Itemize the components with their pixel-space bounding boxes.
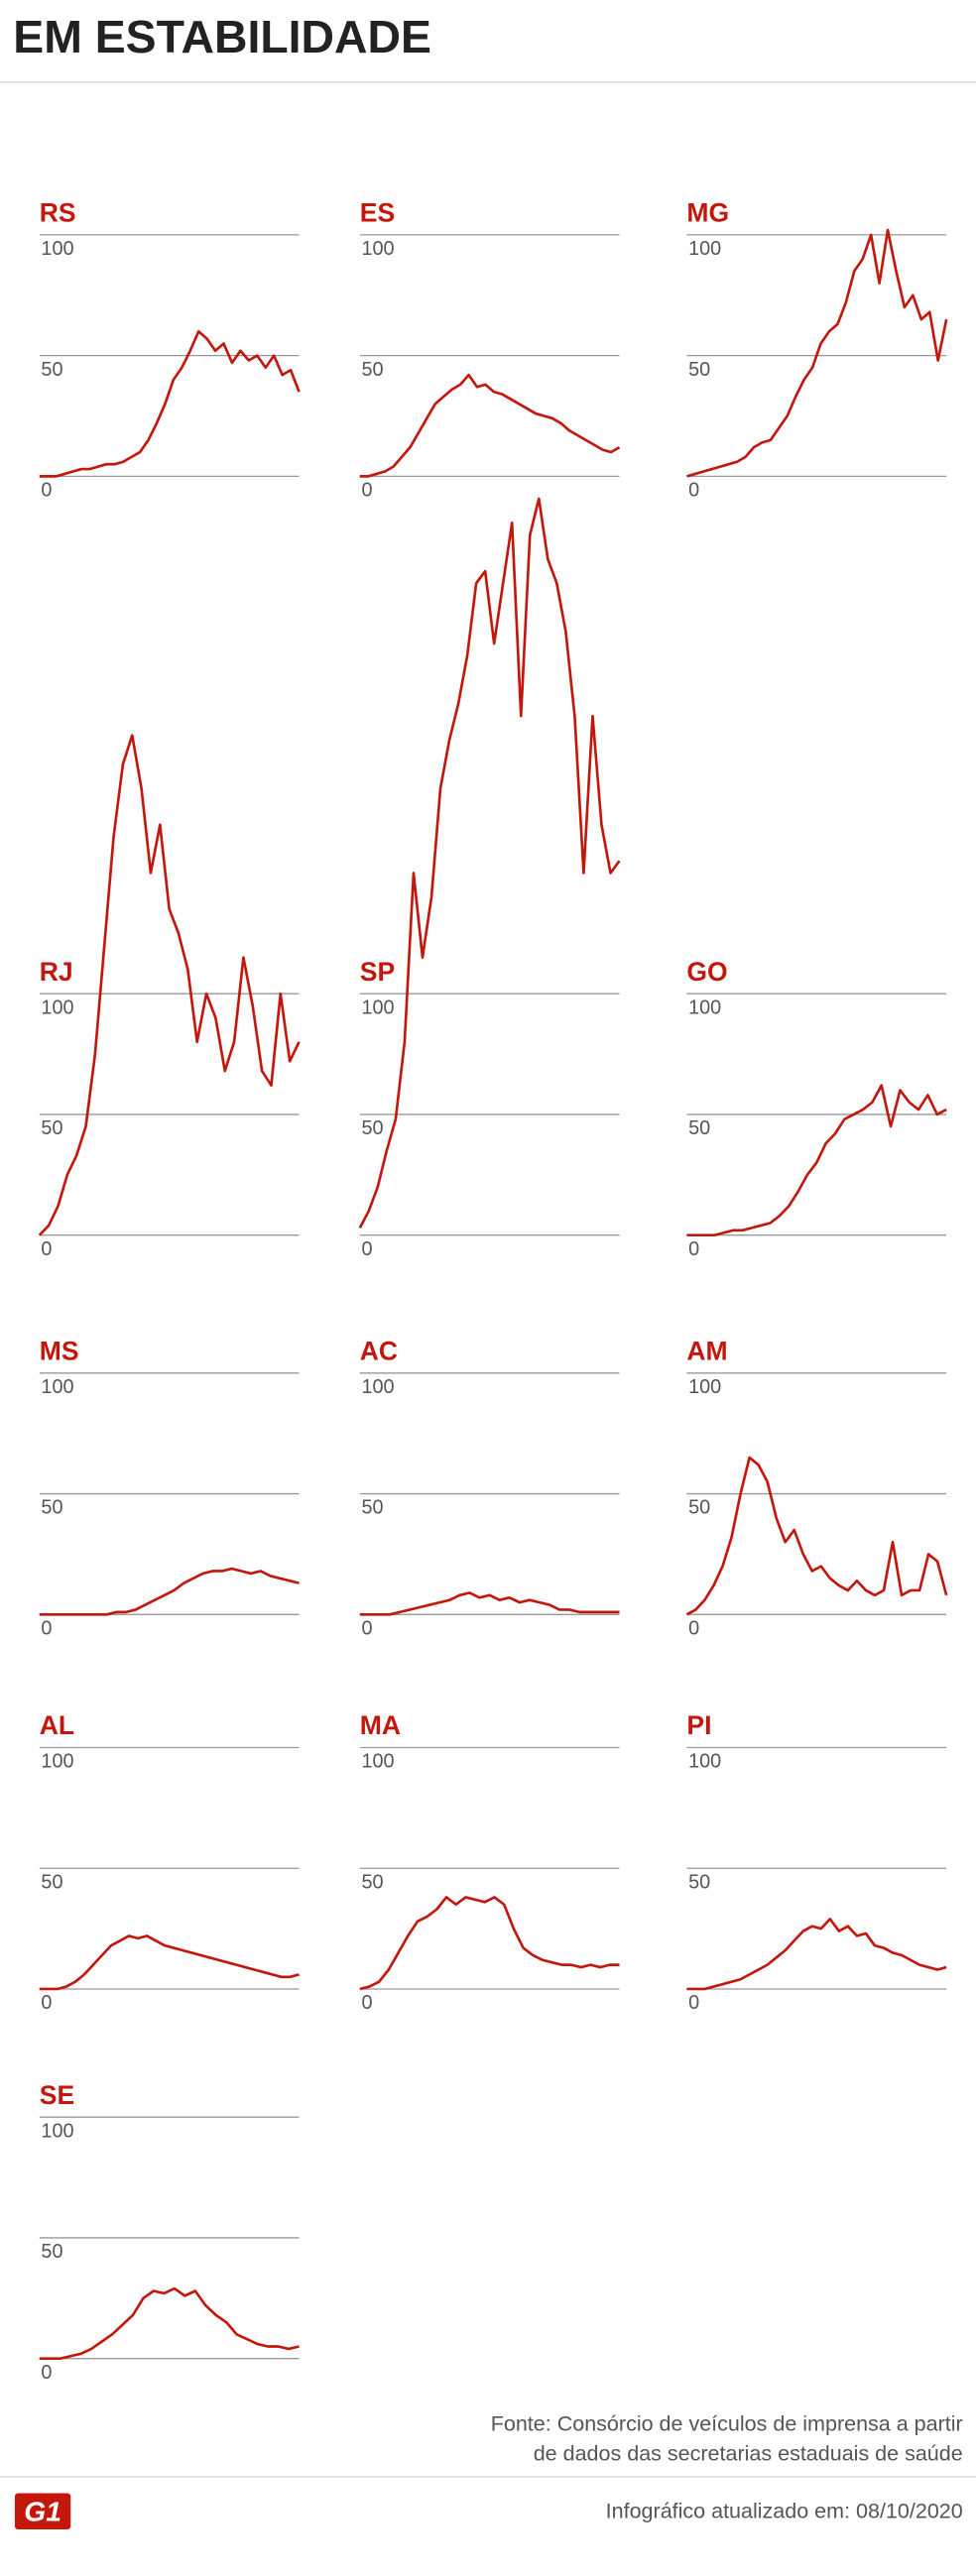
y-tick-label: 100	[361, 1376, 394, 1398]
data-line	[686, 228, 948, 478]
state-label: MG	[686, 198, 729, 228]
y-tick-label: 100	[361, 1751, 394, 1773]
y-tick-label: 100	[41, 238, 73, 260]
y-tick-label: 50	[41, 1497, 62, 1519]
source-line: de dados das secretarias estaduais de sa…	[534, 2441, 963, 2465]
logo-box	[14, 2493, 71, 2529]
state-label: SE	[40, 2080, 74, 2110]
y-tick-label: 100	[688, 238, 721, 260]
y-tick-label: 0	[41, 1238, 52, 1260]
y-tick-label: 50	[41, 1871, 62, 1893]
data-line	[39, 1934, 300, 1991]
y-tick-label: 50	[688, 1871, 710, 1893]
state-label: PI	[686, 1710, 711, 1740]
state-label: MA	[360, 1710, 401, 1740]
y-tick-label: 100	[688, 1376, 721, 1398]
state-label: MS	[40, 1337, 79, 1366]
y-tick-label: 50	[41, 359, 62, 381]
source-line: Fonte: Consórcio de veículos de imprensa…	[491, 2412, 963, 2436]
data-line	[686, 1084, 947, 1236]
y-tick-label: 100	[688, 996, 721, 1018]
y-tick-label: 50	[361, 1117, 383, 1139]
state-label: RJ	[40, 957, 73, 987]
y-tick-label: 100	[361, 996, 394, 1018]
y-tick-label: 0	[361, 1992, 372, 2014]
data-line	[359, 1896, 620, 1991]
state-label: ES	[360, 198, 395, 228]
y-tick-label: 0	[688, 1617, 699, 1639]
y-tick-label: 100	[41, 1376, 73, 1398]
y-tick-label: 0	[41, 1992, 52, 2014]
page-title: EM ESTABILIDADE	[13, 11, 431, 62]
y-tick-label: 50	[361, 359, 383, 381]
y-tick-label: 0	[41, 2362, 52, 2384]
logo: G1	[24, 2497, 61, 2527]
y-tick-label: 0	[361, 1617, 372, 1639]
data-line	[359, 373, 621, 478]
state-label: AM	[686, 1337, 727, 1366]
y-tick-label: 0	[361, 1238, 372, 1260]
y-tick-label: 0	[688, 480, 699, 502]
data-line	[358, 497, 621, 1229]
y-tick-label: 0	[688, 1992, 699, 2014]
data-line	[39, 1567, 300, 1616]
state-label: RS	[40, 198, 76, 228]
y-tick-label: 100	[41, 996, 73, 1018]
data-line	[359, 1591, 620, 1616]
data-line	[39, 329, 301, 478]
y-tick-label: 50	[361, 1497, 383, 1519]
y-tick-label: 0	[41, 1617, 52, 1639]
y-tick-label: 50	[41, 1117, 62, 1139]
y-tick-label: 50	[361, 1871, 383, 1893]
state-label: SP	[360, 957, 395, 987]
state-label: GO	[686, 957, 727, 987]
y-tick-label: 100	[41, 1751, 73, 1773]
y-tick-label: 50	[688, 1497, 710, 1519]
state-label: AC	[360, 1337, 398, 1366]
updated: Infográfico atualizado em: 08/10/2020	[606, 2499, 963, 2522]
data-line	[38, 734, 301, 1236]
y-tick-label: 100	[688, 1751, 721, 1773]
y-tick-label: 0	[41, 480, 52, 502]
y-tick-label: 0	[688, 1238, 699, 1260]
data-line	[39, 2286, 300, 2361]
y-tick-label: 100	[361, 238, 394, 260]
data-line	[685, 1456, 948, 1616]
y-tick-label: 50	[688, 1117, 710, 1139]
state-label: AL	[40, 1710, 74, 1740]
y-tick-label: 100	[41, 2120, 73, 2142]
y-tick-label: 50	[688, 359, 710, 381]
data-line	[686, 1918, 947, 1991]
y-tick-label: 50	[41, 2241, 62, 2263]
y-tick-label: 0	[361, 480, 372, 502]
